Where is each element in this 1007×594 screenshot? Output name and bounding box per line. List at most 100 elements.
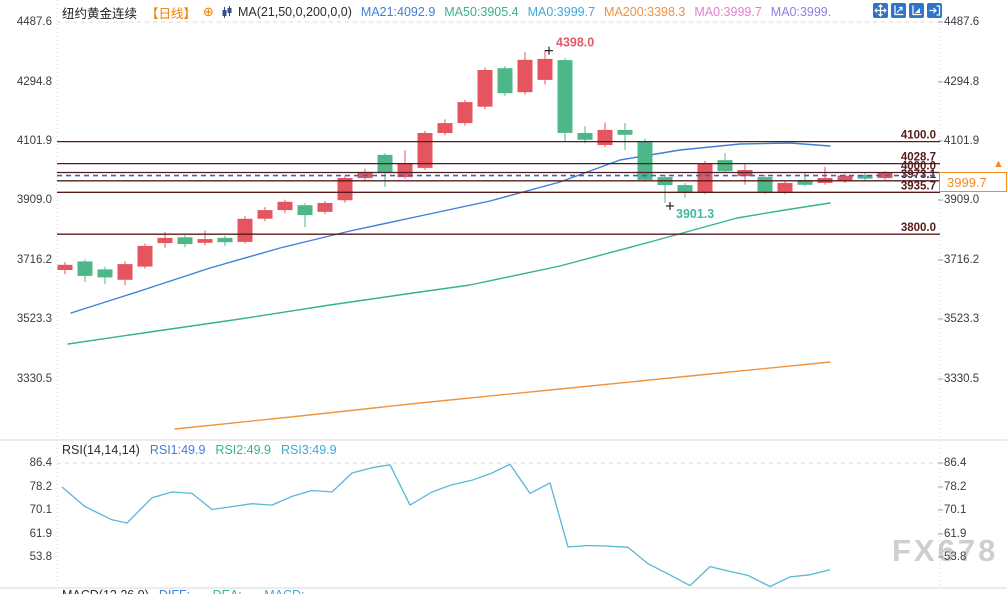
candle-body[interactable] (77, 261, 93, 276)
candle-body[interactable] (637, 141, 653, 180)
ma-value-label: MA0:3999.7 (694, 5, 762, 19)
ma-current-values: MA21:4092.9 MA50:3905.4 MA0:3999.7 MA200:33… (361, 5, 840, 19)
level-label: 3973.1 (901, 169, 937, 181)
y-axis-label-left: 4101.9 (16, 135, 52, 147)
candle-body[interactable] (137, 245, 153, 267)
rsi-header-bar: RSI(14,14,14) RSI1:49.9 RSI2:49.9 RSI3:49.… (62, 443, 347, 457)
candle-body[interactable] (857, 175, 873, 179)
y-axis-label-right: 61.9 (944, 528, 967, 540)
candle-body[interactable] (317, 203, 333, 212)
candlestick-chart-icon[interactable] (221, 5, 233, 19)
y-axis-label-right: 3716.2 (944, 254, 980, 266)
rsi-settings-label[interactable]: RSI(14,14,14) (62, 443, 140, 457)
y-axis-label-right: 4487.6 (944, 16, 980, 28)
level-label: 4100.0 (901, 130, 936, 142)
y-axis-label-right: 53.8 (944, 551, 967, 563)
y-axis-label-left: 4487.6 (16, 16, 52, 28)
rsi-current-values: RSI1:49.9 RSI2:49.9 RSI3:49.9 (150, 443, 347, 457)
add-indicator-icon[interactable]: ⊕ (203, 4, 214, 19)
candle-body[interactable] (517, 59, 533, 93)
y-axis-label-right: 3330.5 (944, 373, 980, 385)
candle-body[interactable] (757, 177, 773, 192)
y-axis-label-left: 53.8 (29, 551, 52, 563)
level-label: 3935.7 (901, 180, 936, 192)
low-annotation: 3901.3 (676, 207, 714, 221)
exit-chart-icon[interactable] (927, 3, 942, 18)
level-label: 3800.0 (901, 222, 936, 234)
candle-body[interactable] (237, 218, 253, 242)
y-axis-label-right: 86.4 (944, 457, 967, 469)
y-axis-label-left: 70.1 (29, 504, 52, 516)
y-axis-label-left: 86.4 (29, 457, 52, 469)
ma-line-ma21 (70, 142, 831, 314)
timeframe-label[interactable]: 【日线】 (146, 6, 197, 21)
macd-header-bar-clipped: MACD(12,26,9) DIFF:… DEA:… MACD:… (62, 588, 327, 594)
chart-toolbar (873, 3, 942, 18)
last-price-tag: 3999.7 (939, 172, 1007, 192)
rsi-value-label: RSI1:49.9 (149, 443, 206, 457)
candle-body[interactable] (677, 185, 693, 192)
y-axis-label-right: 4294.8 (944, 76, 980, 88)
fit-price-axis-icon[interactable] (891, 3, 906, 18)
candle-body[interactable] (57, 264, 73, 270)
y-axis-label-left: 3523.3 (16, 313, 52, 325)
rsi-line (61, 463, 831, 588)
candle-body[interactable] (217, 237, 233, 243)
ma-value-label: MA21:4092.9 (360, 5, 436, 19)
candle-body[interactable] (717, 160, 733, 172)
y-axis-label-right: 70.1 (944, 504, 967, 516)
level-label: 4000.0 (901, 161, 936, 173)
candle-body[interactable] (777, 183, 793, 192)
candle-body[interactable] (437, 123, 453, 133)
rsi-value-label: RSI2:49.9 (215, 443, 272, 457)
y-axis-label-left: 3909.0 (16, 194, 52, 206)
candle-body[interactable] (277, 201, 293, 211)
ma-line-ma200 (174, 361, 831, 430)
candle-body[interactable] (157, 237, 173, 244)
candle-body[interactable] (197, 239, 213, 243)
macd-value-label-clipped: DEA:… (213, 588, 255, 594)
candle-body[interactable] (537, 58, 553, 80)
candle-body[interactable] (97, 269, 113, 278)
candle-body[interactable] (397, 163, 413, 178)
fit-time-axis-icon[interactable] (909, 3, 924, 18)
ma-value-label: MA0:3999.7 (527, 5, 596, 19)
candle-body[interactable] (177, 237, 193, 245)
candle-body[interactable] (837, 175, 853, 182)
ma-value-label: MA0:3999. (770, 5, 832, 19)
ma-line-ma50 (67, 202, 831, 345)
candle-body[interactable] (577, 133, 593, 140)
y-axis-label-left: 78.2 (29, 481, 52, 493)
high-annotation: 4398.0 (556, 36, 594, 50)
candle-body[interactable] (117, 264, 133, 280)
y-axis-label-right: 4101.9 (944, 135, 980, 147)
ma-settings-label[interactable]: MA(21,50,0,200,0,0) (237, 5, 352, 19)
y-axis-label-left: 3330.5 (16, 373, 52, 385)
indicator-header-bar: 纽约黄金连续 【日线】 ⊕ MA(21,50,0,200,0,0) MA21:4… (62, 4, 840, 21)
candle-body[interactable] (597, 129, 613, 145)
candle-body[interactable] (477, 70, 493, 107)
ma-value-label: MA200:3398.3 (604, 5, 686, 19)
candle-body[interactable] (297, 205, 313, 216)
candle-body[interactable] (417, 133, 433, 168)
candle-body[interactable] (617, 129, 633, 135)
y-axis-label-left: 3716.2 (16, 254, 52, 266)
candle-body[interactable] (337, 178, 353, 201)
candle-body[interactable] (797, 179, 813, 185)
y-axis-label-right: 78.2 (944, 481, 967, 493)
price-up-arrow-icon: ▲ (993, 158, 1004, 170)
y-axis-label-right: 3523.3 (944, 313, 980, 325)
symbol-title: 纽约黄金连续 (62, 6, 138, 21)
y-axis-label-left: 61.9 (29, 528, 52, 540)
candle-body[interactable] (257, 210, 273, 219)
y-axis-label-left: 4294.8 (16, 76, 52, 88)
move-icon[interactable] (873, 3, 888, 18)
fx678-watermark: FX678 (892, 533, 999, 568)
candle-body[interactable] (697, 163, 713, 192)
candle-body[interactable] (497, 68, 513, 94)
candle-body[interactable] (557, 60, 573, 133)
y-axis-label-right: 3909.0 (944, 194, 980, 206)
candle-body[interactable] (457, 102, 473, 124)
macd-value-label-clipped: MACD(12,26,9) (62, 588, 149, 594)
